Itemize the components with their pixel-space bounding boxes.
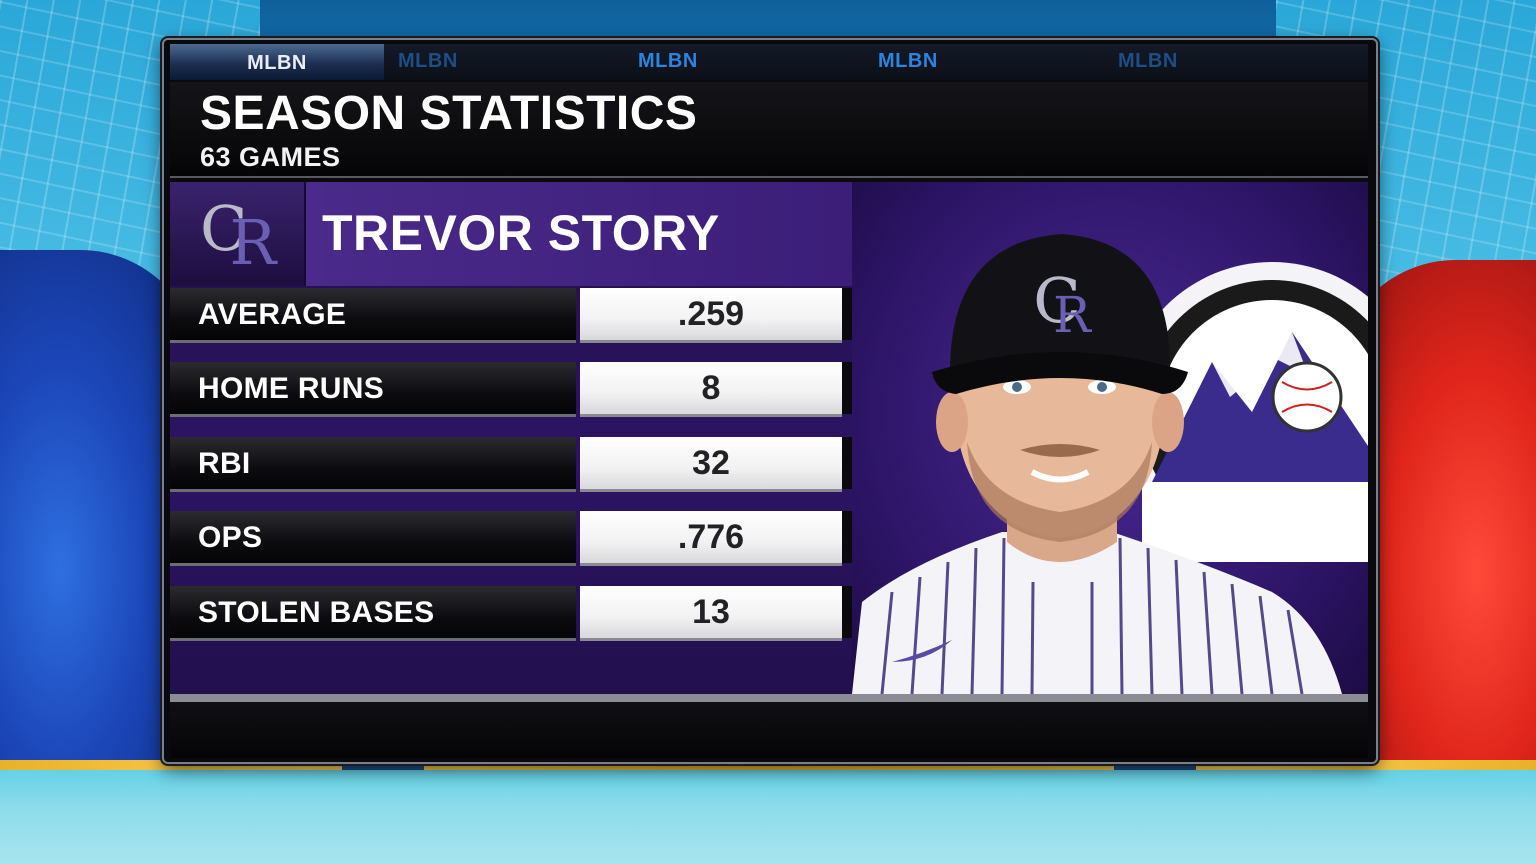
- stat-label: HOME RUNS: [198, 372, 385, 405]
- stat-value-box: .259: [580, 288, 842, 343]
- floor-strip: [1114, 760, 1196, 770]
- stat-row-end: [842, 437, 852, 489]
- rockies-cr-logo-icon: CR: [200, 192, 276, 279]
- stat-row-ops: OPS .776: [170, 511, 852, 566]
- stat-value: .259: [677, 295, 745, 333]
- player-card: CR TREVOR STORY AVERAGE .259 HOME RUNS: [170, 182, 1368, 694]
- graphic-subtitle: 63 GAMES: [200, 142, 341, 172]
- graphic-title: SEASON STATISTICS: [200, 87, 698, 140]
- studio-floor: [0, 770, 1536, 864]
- stat-value-box: 32: [580, 437, 842, 492]
- stat-row-stolen-bases: STOLEN BASES 13: [170, 586, 852, 641]
- graphic-header: SEASON STATISTICS 63 GAMES: [170, 82, 1368, 178]
- stat-value: .776: [677, 518, 745, 556]
- stat-value-box: 13: [580, 586, 842, 641]
- ticker-item-active: MLBN: [170, 44, 384, 80]
- cap-logo-icon: C: [1033, 264, 1080, 337]
- stats-panel: CR TREVOR STORY AVERAGE .259 HOME RUNS: [170, 182, 852, 694]
- stat-label-box: STOLEN BASES: [170, 586, 576, 641]
- stat-value-box: .776: [580, 511, 842, 566]
- stat-value: 13: [692, 593, 730, 631]
- stat-label-box: OPS: [170, 511, 576, 566]
- player-headshot-image: C R: [852, 234, 1368, 694]
- ticker-item: MLBN: [398, 50, 458, 72]
- stat-row-end: [842, 586, 852, 638]
- board-bottom-trim: [170, 694, 1368, 702]
- stat-label: RBI: [198, 447, 251, 480]
- ticker-item: MLBN: [878, 50, 938, 72]
- stat-label-box: RBI: [170, 437, 576, 492]
- stat-row-average: AVERAGE .259: [170, 288, 852, 343]
- stat-label-box: AVERAGE: [170, 288, 576, 343]
- stat-label: OPS: [198, 521, 263, 554]
- stat-label-box: HOME RUNS: [170, 362, 576, 417]
- ticker-item: MLBN: [638, 50, 698, 72]
- stat-value: 8: [701, 369, 721, 407]
- stat-row-end: [842, 362, 852, 414]
- network-ticker: MLBN MLBN MLBN MLBN MLBN: [170, 44, 1368, 80]
- stat-value: 32: [692, 444, 730, 482]
- player-name: TREVOR STORY: [322, 205, 720, 261]
- floor-strip: [342, 760, 424, 770]
- stat-label: AVERAGE: [198, 298, 347, 331]
- stat-row-end: [842, 288, 852, 340]
- stats-board: MLBN MLBN MLBN MLBN MLBN SEASON STATISTI…: [162, 38, 1378, 764]
- player-name-bar: TREVOR STORY: [306, 182, 852, 286]
- stat-value-box: 8: [580, 362, 842, 417]
- stat-row-rbi: RBI 32: [170, 437, 852, 492]
- stat-row-end: [842, 511, 852, 563]
- ticker-item: MLBN: [1118, 50, 1178, 72]
- stat-row-home-runs: HOME RUNS 8: [170, 362, 852, 417]
- team-logo: CR: [170, 182, 306, 286]
- board-base: [170, 702, 1368, 758]
- svg-text:R: R: [1053, 286, 1092, 344]
- stat-label: STOLEN BASES: [198, 596, 435, 629]
- player-photo: C R: [852, 182, 1368, 694]
